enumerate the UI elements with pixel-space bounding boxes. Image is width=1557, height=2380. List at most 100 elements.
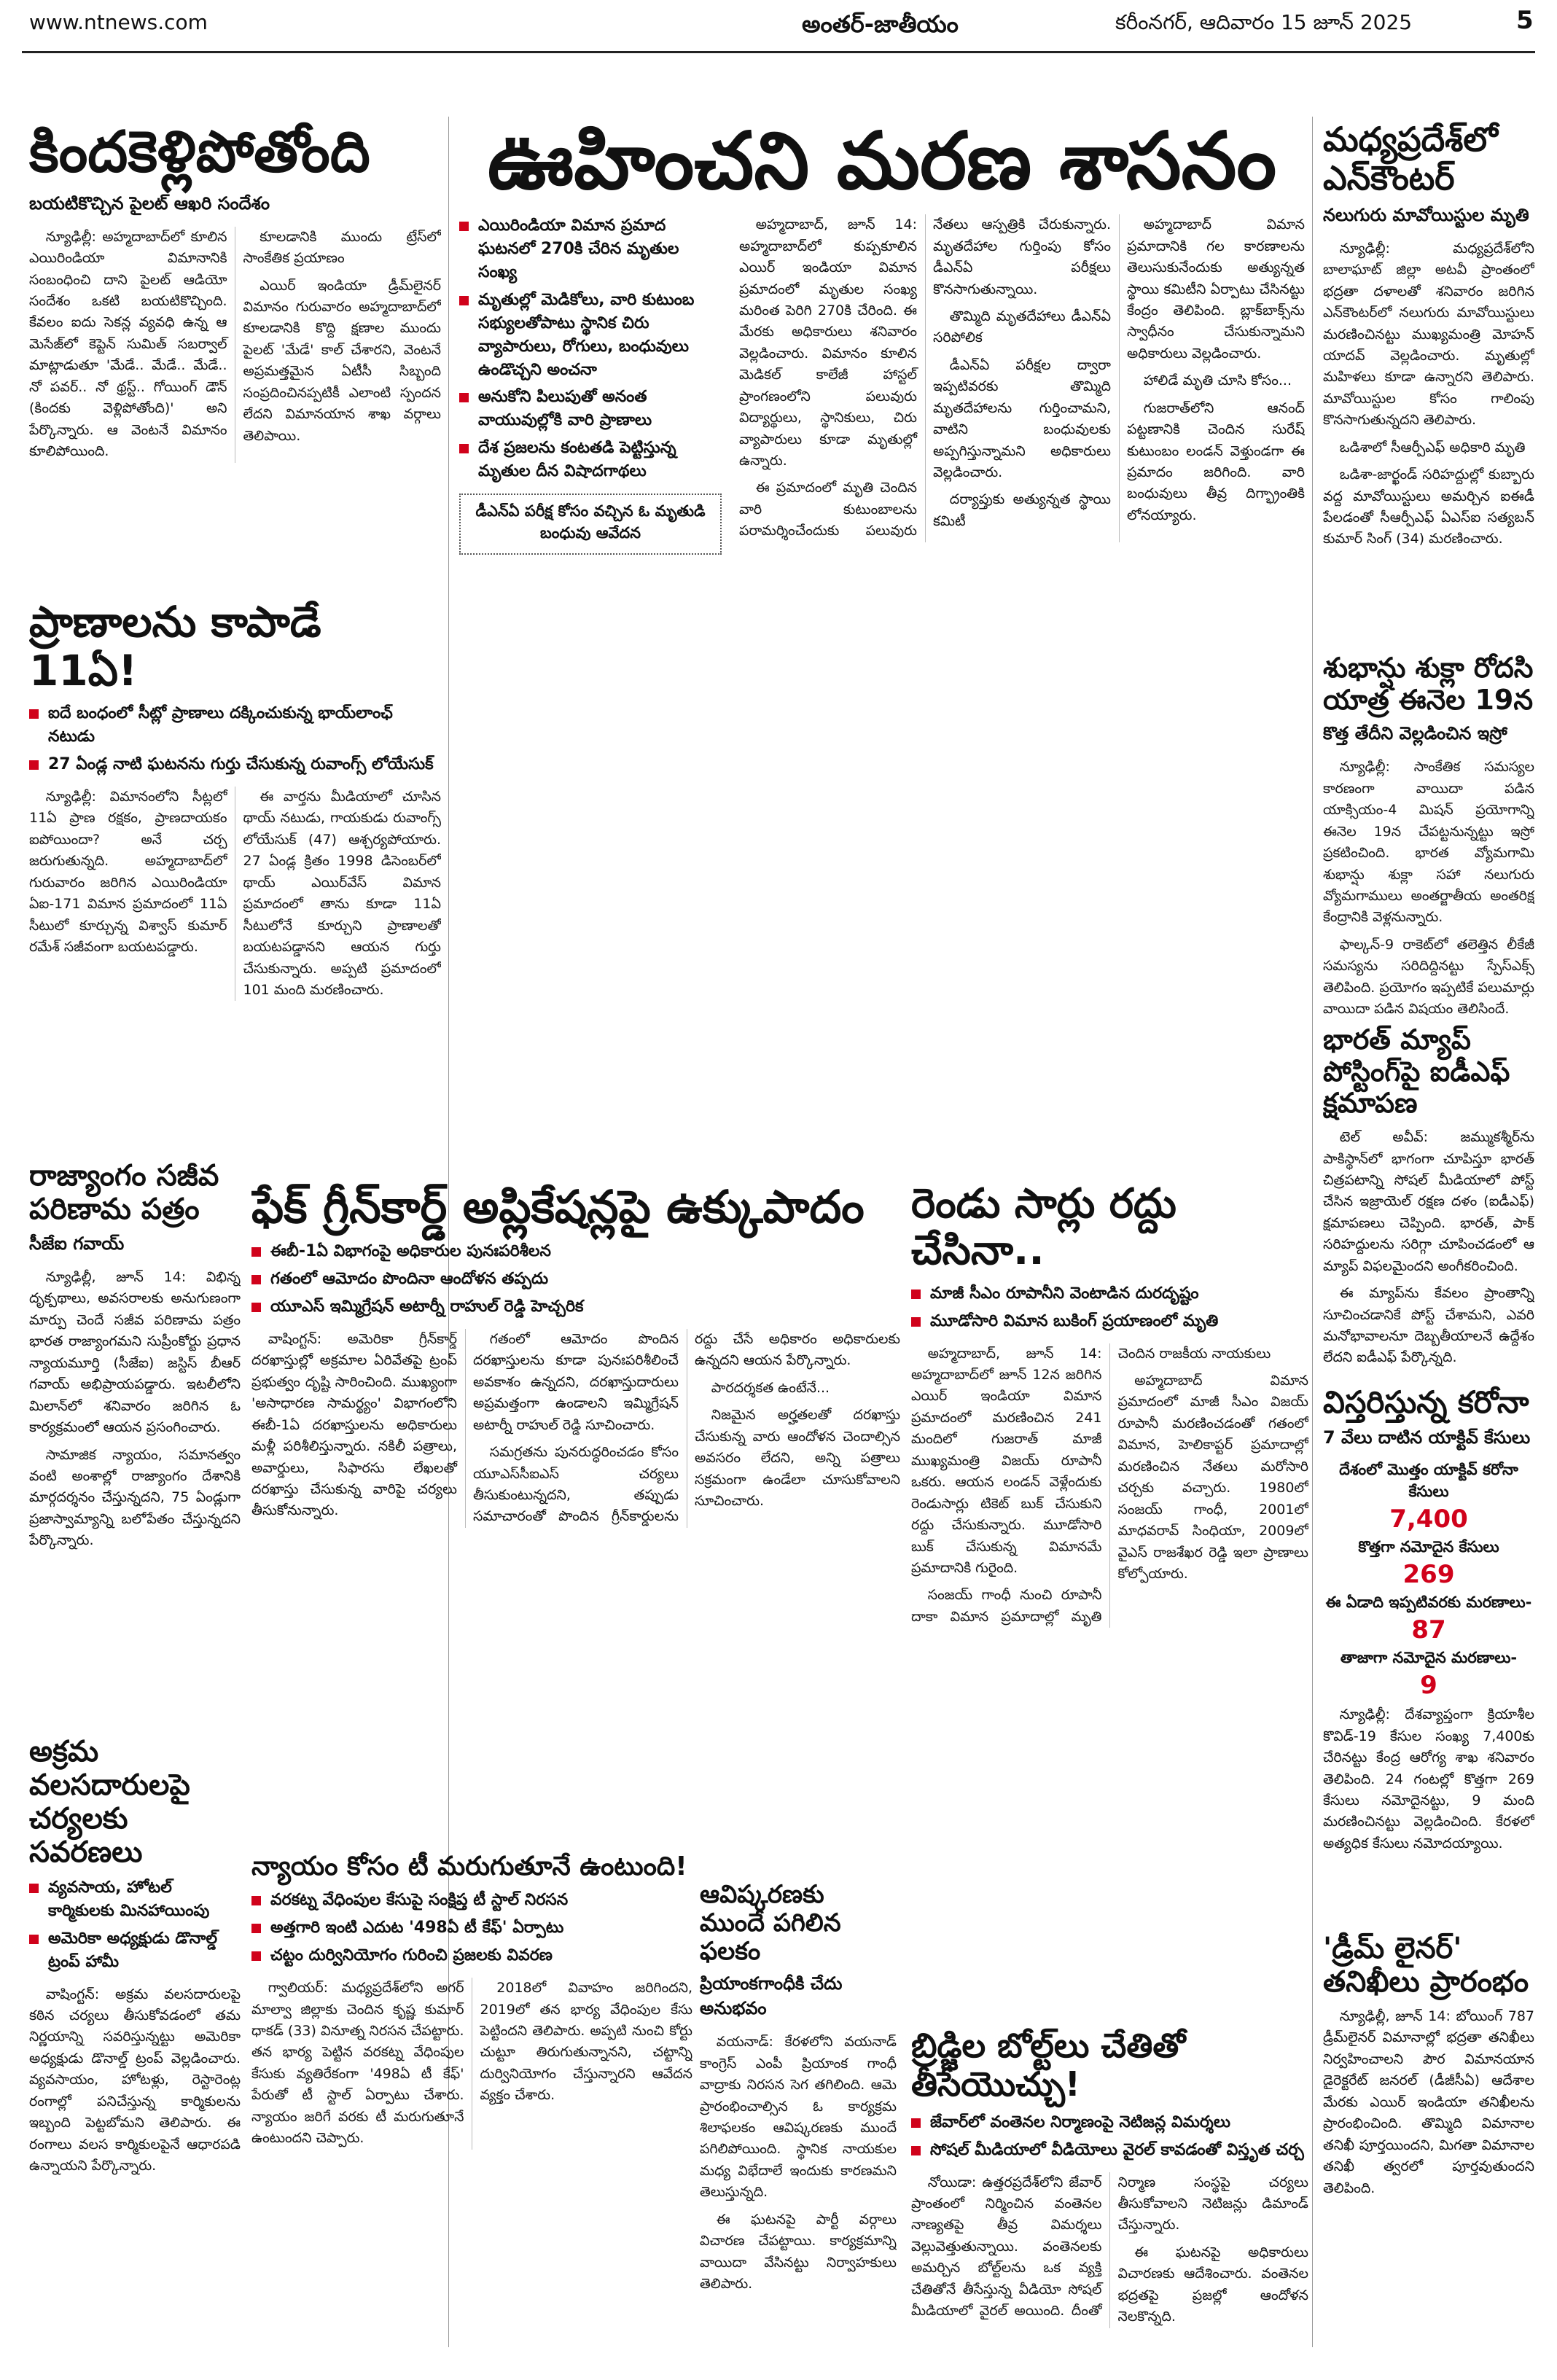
subhead: కొత్త తేదీని వెల్లడించిన ఇస్రో — [1323, 723, 1507, 744]
bullet: మాజీ సీఎం రూపానీని వెంటాడిన దురదృష్టం — [911, 1282, 1308, 1306]
bullet: ఈబీ-1ఏ విభాగంపై అధికారుల పునఃపరిశీలన — [251, 1240, 900, 1263]
paragraph: న్యూఢిల్లీ: సాంకేతిక సమస్యల కారణంగా వాయి… — [1323, 759, 1534, 926]
bullets: ఈబీ-1ఏ విభాగంపై అధికారుల పునఃపరిశీలన గతంల… — [251, 1240, 900, 1319]
paragraph: ఈ ప్రమాదంలో మృతి చెందిన వారి కుటుంబాలను … — [739, 216, 1111, 539]
paragraph: ఈ వార్తను మీడియాలో చూసిన థాయ్ నటుడు, గాయ… — [243, 789, 442, 998]
bullet: మృతుల్లో మెడికోలు, వారి కుటుంబ సభ్యులతోప… — [459, 289, 722, 382]
paragraph: టెల్ అవీవ్: జమ్ముకశ్మీర్‌ను పాకిస్థాన్‌ల… — [1323, 1129, 1534, 1274]
headline: భారత్ మ్యాప్ పోస్టింగ్‌పై ఐడీఎఫ్ క్షమాపణ — [1323, 1024, 1510, 1120]
bullet: జేవార్‌లో వంతెనల నిర్మాణంపై నెటిజన్ల విమ… — [911, 2111, 1308, 2134]
article: న్యాయం కోసం టీ మరుగుతూనే ఉంటుంది! వరకట్న … — [251, 1852, 692, 2347]
bullet: 27 ఏండ్ల నాటి ఘటనను గుర్తు చేసుకున్న రువ… — [29, 753, 441, 776]
section: అంతర్-జాతీయం — [802, 10, 959, 38]
subhead: ప్రియాంకగాంధీకి చేదు అనుభవం — [700, 1973, 843, 2019]
paragraph: దర్యాప్తుకు అత్యున్నత స్థాయి కమిటీ — [933, 491, 1111, 529]
body: వాషింగ్టన్: అక్రమ వలసదారులపై కఠిన చర్యలు… — [29, 1984, 241, 2183]
bullets: వరకట్న వేధింపుల కేసుపై సంక్షిప్త టీ స్టా… — [251, 1889, 692, 1967]
subhead: 7 వేలు దాటిన యాక్టివ్ కేసులు — [1323, 1427, 1531, 1448]
stat-value: 7,400 — [1389, 1505, 1468, 1534]
paragraph: నోయిడా: ఉత్తరప్రదేశ్‌లోని జేవార్ ప్రాంతం… — [911, 2174, 1308, 2319]
body: న్యూఢిల్లీ, జూన్ 14: బోయింగ్ 787 డ్రీమ్‌… — [1323, 2006, 1534, 2205]
bullet: గతంలో ఆమోదం పొందినా ఆందోళన తప్పదు — [251, 1268, 900, 1291]
headline: బ్రిడ్జిల బోల్ట్‌లు చేతితో తీసేయొచ్చు! — [911, 2026, 1186, 2104]
body: న్యూఢిల్లీ: అహ్మదాబాద్‌లో కూలిన ఎయిరిండి… — [29, 227, 441, 463]
article: విస్తరిస్తున్న కరోనా 7 వేలు దాటిన యాక్టివ… — [1323, 1385, 1534, 1924]
stat: దేశంలో మొత్తం యాక్టివ్ కరోనా కేసులు 7,400 — [1323, 1461, 1534, 1534]
headline: రాజ్యాంగం సజీవ పరిణామ పత్రం — [29, 1159, 219, 1226]
body: న్యూఢిల్లీ: దేశవ్యాప్తంగా క్రియాశీల కొవి… — [1323, 1704, 1534, 1860]
bullet: దేశ ప్రజలను కంటతడి పెట్టిస్తున్న మృతుల ద… — [459, 437, 722, 483]
article: రెండు సార్లు రద్దు చేసినా.. మాజీ సీఎం రూప… — [911, 1181, 1308, 1837]
body: న్యూఢిల్లీ: విమానంలోని సీట్లలో 11ఏ ప్రాణ… — [29, 787, 441, 1001]
stat: కొత్తగా నమోదైన కేసులు 269 — [1323, 1538, 1534, 1589]
body: న్యూఢిల్లీ, జూన్ 14: విభిన్న దృక్పథాలు, … — [29, 1267, 241, 1558]
paragraph: అహ్మదాబాద్, జూన్ 14: అహ్మదాబాద్‌లో జూన్ … — [911, 1345, 1102, 1576]
paragraph: గుజరాత్‌లోని ఆనంద్ పట్టణానికి చెందిన సుర… — [1127, 399, 1305, 523]
article-row: ఎయిరిండియా విమాన ప్రమాద ఘటనలో 270కి చేరి… — [459, 214, 1305, 561]
bullet: యూఎస్ ఇమ్మిగ్రేషన్ అటార్నీ రాహుల్ రెడ్డి… — [251, 1295, 900, 1319]
headline: న్యాయం కోసం టీ మరుగుతూనే ఉంటుంది! — [251, 1852, 687, 1881]
paragraph: గ్వాలియర్: మధ్యప్రదేశ్‌లోని అగర్ మాల్వా … — [251, 1980, 464, 2147]
bullet: వ్యవసాయ, హోటల్ కార్మికులకు మినహాయింపు — [29, 1876, 241, 1923]
bullet: అత్తగారి ఇంటి ఎదుట '498ఏ టీ కేఫ్' ఏర్పాట… — [251, 1916, 692, 1940]
article: కిందకెళ్లిపోతోంది బయటికొచ్చిన పైలట్ ఆఖరి … — [29, 120, 441, 587]
paragraph: ఒడిశాలో సీఆర్పీఎఫ్ అధికారి మృతి — [1339, 439, 1526, 456]
paragraph: వయనాడ్: కేరళలోని వయనాడ్ కాంగ్రెస్ ఎంపీ ప… — [700, 2034, 897, 2201]
bullet: మూడోసారి విమాన బుకింగ్ ప్రయాణంలో మృతి — [911, 1310, 1308, 1333]
body: నోయిడా: ఉత్తరప్రదేశ్‌లోని జేవార్ ప్రాంతం… — [911, 2172, 1308, 2328]
body: న్యూఢిల్లీ: మధ్యప్రదేశ్‌లోని బాలాఘాట్ జి… — [1323, 238, 1534, 556]
paragraph: కూలడానికి ముందు ట్రేస్‌లో సాంకేతిక ప్రయా… — [243, 228, 442, 267]
paragraph: హాలిడే మృతి చూసి కోసం... — [1143, 372, 1292, 389]
body-column: అహ్మదాబాద్, జూన్ 14: అహ్మదాబాద్‌లో కుప్ప… — [739, 214, 1305, 561]
bullets: జేవార్‌లో వంతెనల నిర్మాణంపై నెటిజన్ల విమ… — [911, 2111, 1308, 2162]
headline: శుభాన్షు శుక్లా రోదసి యాత్ర ఈనెల 19న — [1323, 652, 1534, 716]
paragraph: అహ్మదాబాద్ విమాన ప్రమాదంలో మాజీ సీఎం విజ… — [1117, 1373, 1309, 1582]
paragraph: అహ్మదాబాద్, జూన్ 14: అహ్మదాబాద్‌లో కుప్ప… — [739, 216, 917, 469]
headline: రెండు సార్లు రద్దు చేసినా.. — [911, 1181, 1176, 1275]
bullet-column: ఎయిరిండియా విమాన ప్రమాద ఘటనలో 270కి చేరి… — [459, 214, 722, 561]
article: అక్రమ వలసదారులపై చర్యలకు సవరణలు వ్యవసాయ, … — [29, 1735, 241, 2347]
article: 'డ్రీమ్ లైనర్' తనిఖీలు ప్రారంభం న్యూఢిల్ల… — [1323, 1932, 1534, 2347]
article: ప్రాణాలను కాపాడే 11ఏ! ఐదే బంధంలో సీట్లో ప… — [29, 598, 441, 1137]
subhead: నలుగురు మావోయిస్టుల మృతి — [1323, 204, 1529, 225]
paragraph: ఎయిర్ ఇండియా డ్రీమ్‌లైనర్ విమానం గురువార… — [243, 277, 442, 444]
subhead: సీజేఐ గవాయ్ — [29, 1233, 125, 1254]
paragraph: సమగ్రతను పునరుద్ధరించడం కోసం యూఎస్‌సీఐఎస… — [473, 1330, 900, 1525]
stat-value: 9 — [1420, 1671, 1437, 1701]
stat-label: ఈ ఏడాది ఇప్పటివరకు మరణాలు- — [1325, 1593, 1532, 1612]
stat-label: దేశంలో మొత్తం యాక్టివ్ కరోనా కేసులు — [1339, 1461, 1518, 1501]
body: అహ్మదాబాద్, జూన్ 14: అహ్మదాబాద్‌లో కుప్ప… — [739, 214, 1305, 542]
bullet: అమెరికా అధ్యక్షుడు డొనాల్డ్ ట్రంప్ హామీ — [29, 1927, 241, 1974]
caption: డీఎన్‌ఏ పరీక్ష కోసం వచ్చిన ఓ మృతుడి బంధు… — [459, 493, 722, 555]
bullets: ఎయిరిండియా విమాన ప్రమాద ఘటనలో 270కి చేరి… — [459, 214, 722, 483]
paragraph: ఈ ఘటనపై పార్టీ వర్గాలు విచారణ చేపట్టాయి.… — [700, 2211, 897, 2293]
stat-label: తాజాగా నమోదైన మరణాలు- — [1340, 1649, 1518, 1667]
column-rule — [448, 117, 449, 2347]
paragraph: న్యూఢిల్లీ, జూన్ 14: బోయింగ్ 787 డ్రీమ్‌… — [1323, 2008, 1534, 2196]
paragraph: న్యూఢిల్లీ: అహ్మదాబాద్‌లో కూలిన ఎయిరిండి… — [29, 228, 227, 460]
stat-label: కొత్తగా నమోదైన కేసులు — [1358, 1538, 1499, 1556]
paragraph: నిజమైన అర్హతలతో దరఖాస్తు చేసుకున్న వారు … — [695, 1407, 900, 1510]
paragraph: న్యూఢిల్లీ: విమానంలోని సీట్లలో 11ఏ ప్రాణ… — [29, 789, 227, 956]
subhead: బయటికొచ్చిన పైలట్ ఆఖరి సందేశం — [29, 192, 270, 214]
headline: ఆవిష్కరణకు ముందే పగిలిన ఫలకం — [700, 1881, 841, 1967]
bullets: ఐదే బంధంలో సీట్లో ప్రాణాలు దక్కించుకున్న… — [29, 702, 441, 776]
bullet: చట్టం దుర్వినియోగం గురించి ప్రజలకు వివరణ — [251, 1944, 692, 1967]
headline: ఊహించని మరణ శాసనం — [487, 117, 1277, 207]
stat-value: 87 — [1411, 1615, 1446, 1645]
article: బ్రిడ్జిల బోల్ట్‌లు చేతితో తీసేయొచ్చు! జే… — [911, 2026, 1308, 2347]
paragraph: వాషింగ్టన్: అమెరికా గ్రీన్‌కార్డ్ దరఖాస్… — [251, 1330, 457, 1519]
bullet: అనుకోని పిలుపుతో అనంత వాయువుల్లోకి వారి … — [459, 386, 722, 432]
bullet: ఐదే బంధంలో సీట్లో ప్రాణాలు దక్కించుకున్న… — [29, 702, 441, 749]
site: www.ntnews.com — [29, 10, 208, 34]
paragraph: న్యూఢిల్లీ: దేశవ్యాప్తంగా క్రియాశీల కొవి… — [1323, 1706, 1534, 1852]
headline: మధ్యప్రదేశ్‌లో ఎన్‌కౌంటర్ — [1323, 120, 1498, 198]
stat: తాజాగా నమోదైన మరణాలు- 9 — [1323, 1649, 1534, 1700]
bullet: వరకట్న వేధింపుల కేసుపై సంక్షిప్త టీ స్టా… — [251, 1889, 692, 1912]
column-rule — [1312, 117, 1313, 2347]
headline: ప్రాణాలను కాపాడే 11ఏ! — [29, 598, 321, 695]
paragraph: ఈ మ్యాప్‌ను కేవలం ప్రాంతాన్ని సూచించడాని… — [1323, 1285, 1534, 1366]
page-number: 5 — [1516, 6, 1534, 35]
article: ఆవిష్కరణకు ముందే పగిలిన ఫలకం ప్రియాంకగాంధ… — [700, 1881, 897, 2347]
paragraph: ఈ ఘటనపై అధికారులు విచారణకు ఆదేశించారు. వ… — [1117, 2244, 1309, 2325]
